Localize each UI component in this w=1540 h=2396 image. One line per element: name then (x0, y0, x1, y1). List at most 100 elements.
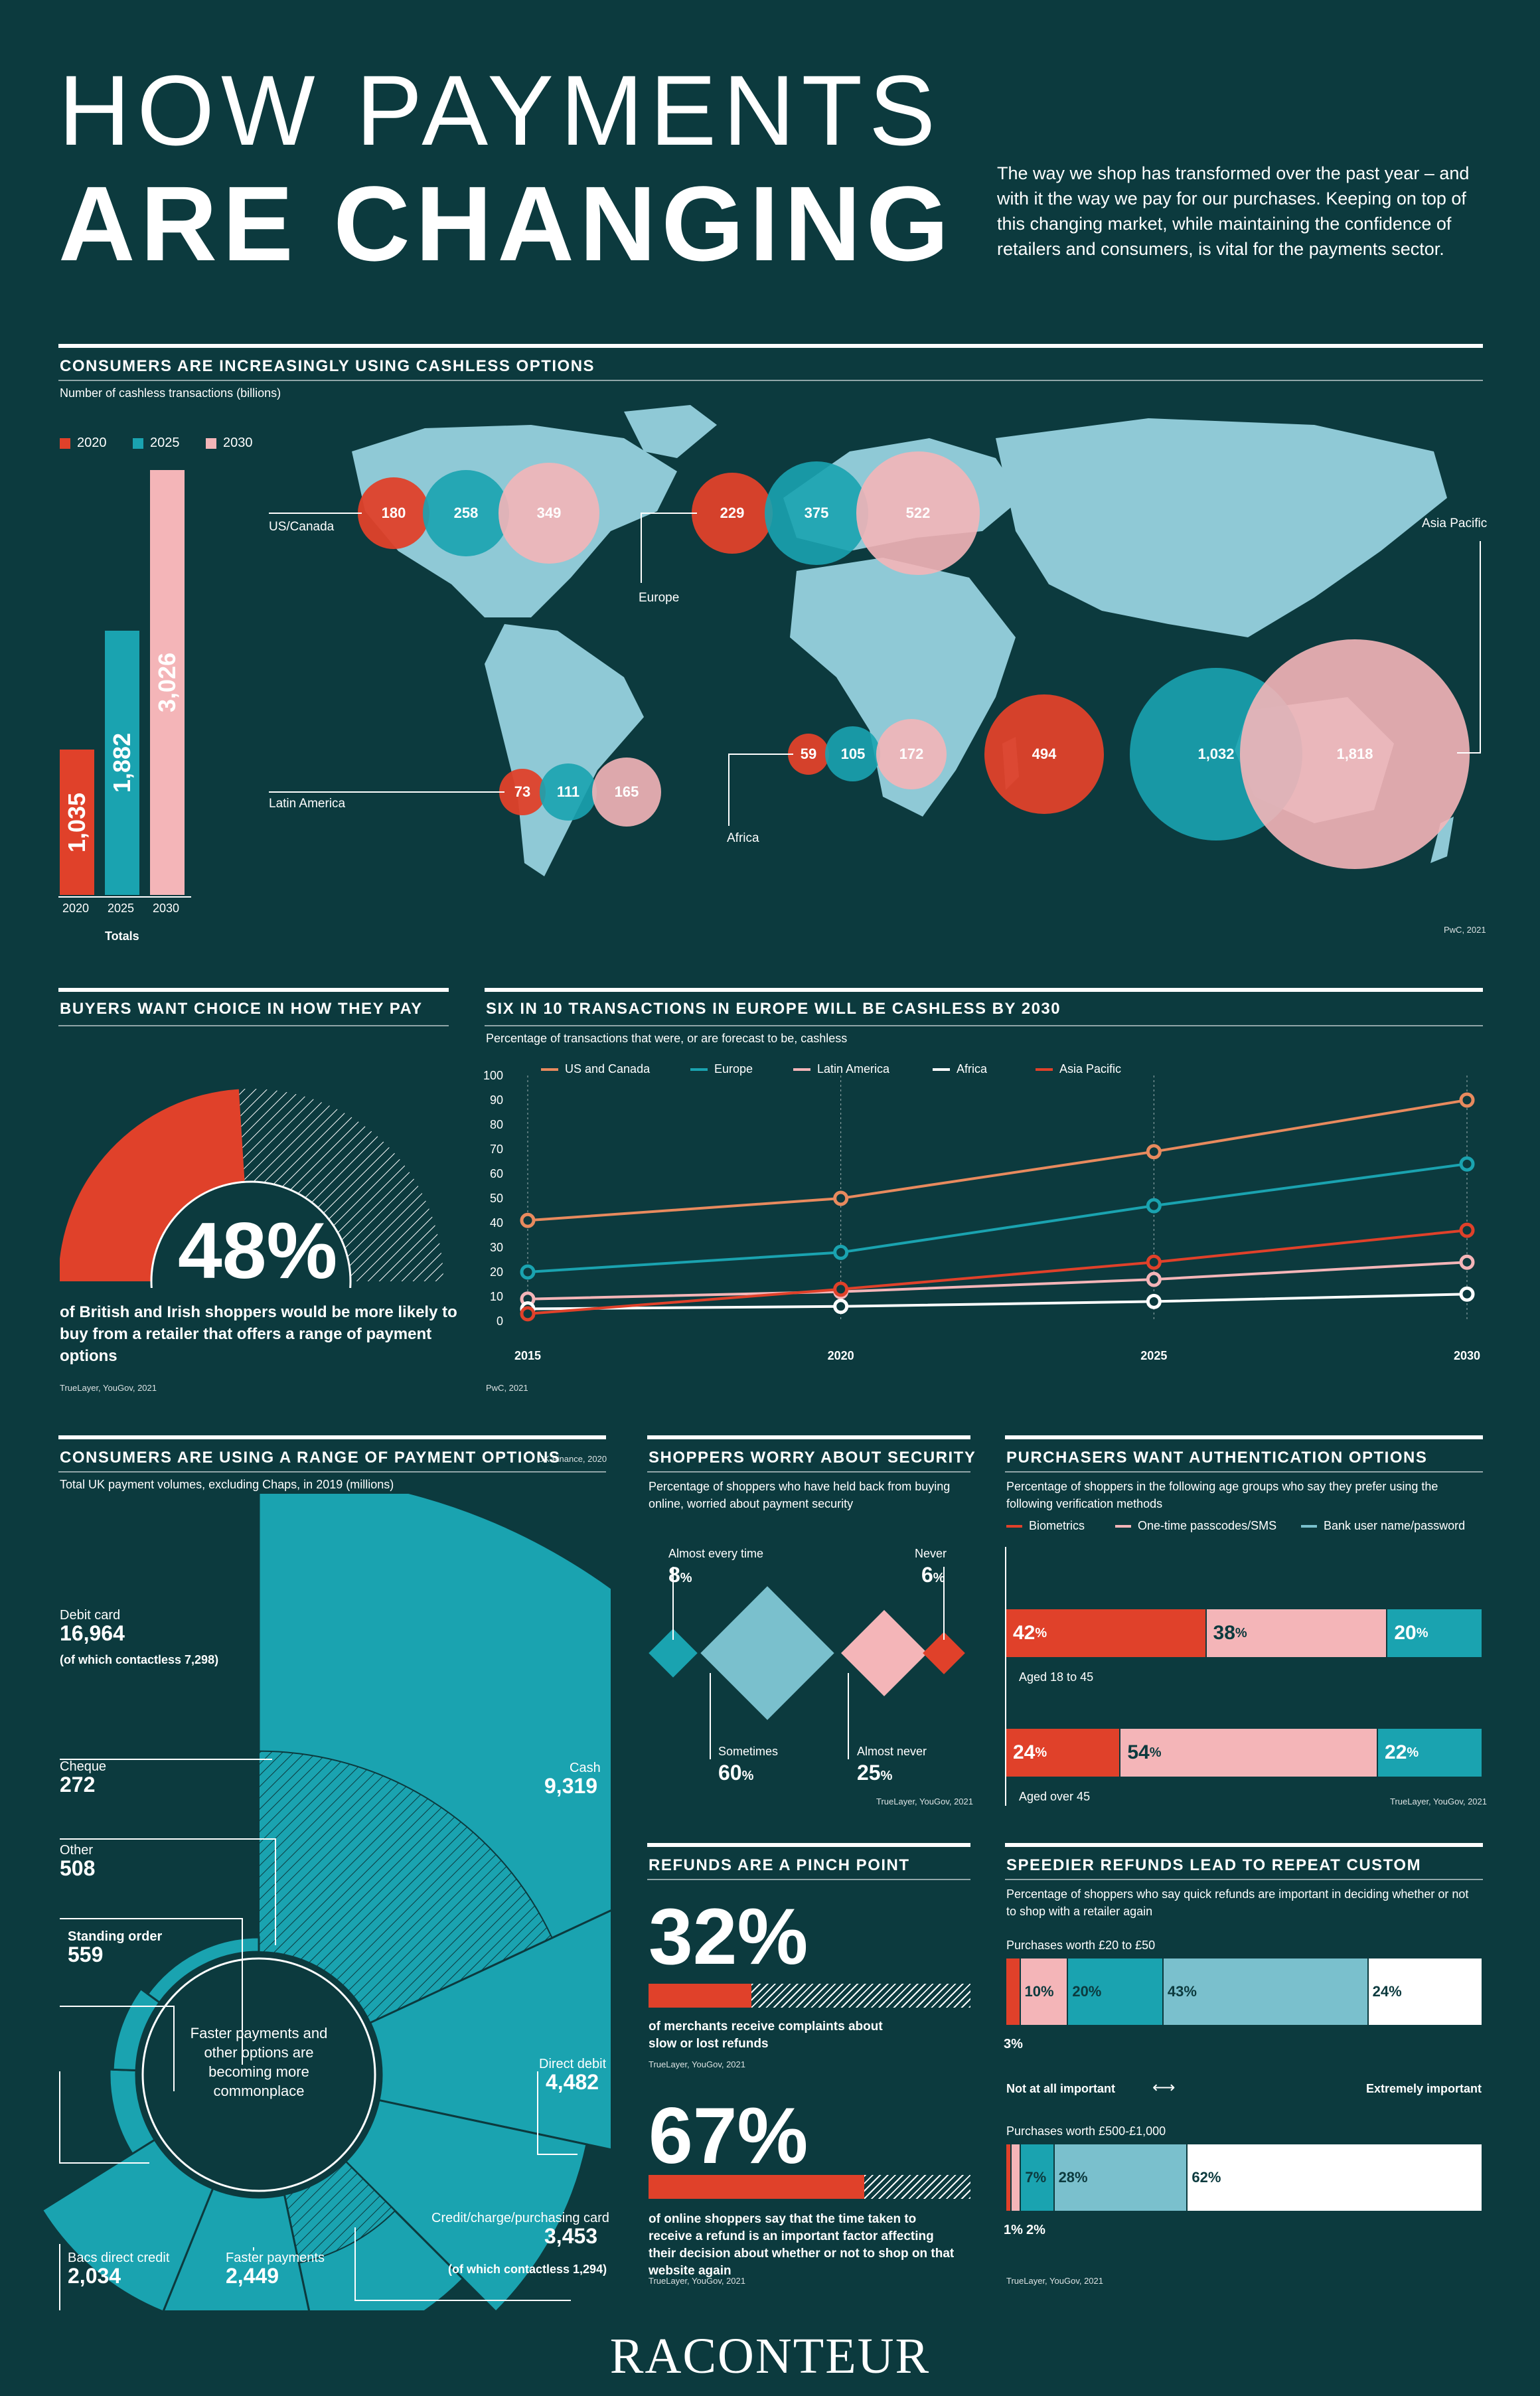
legend-2020: 2020 (60, 436, 107, 451)
rose-leader-line (60, 2006, 175, 2091)
line-chart-title: SIX IN 10 TRANSACTIONS IN EUROPE WILL BE… (486, 1000, 1061, 1018)
speedier-group-label-1: Purchases worth £20 to £50 (1006, 1939, 1156, 1952)
section-thin-rule (58, 380, 1483, 381)
speedier-scale-left: Not at all important (1006, 2082, 1116, 2095)
legend-2030: 2030 (206, 436, 253, 451)
rose-segment-bacs-direct-credit (40, 2138, 214, 2310)
rose-segment-cheque (146, 1936, 260, 2004)
series-line (527, 1162, 1468, 1273)
section-rule (1005, 1435, 1483, 1439)
legend-swatch (933, 1068, 950, 1072)
series-line (527, 1261, 1468, 1301)
auth-segment-value: 54 (1127, 1741, 1150, 1763)
series-point (833, 1244, 849, 1260)
debit-card-note: (of which contactless 7,298) (60, 1653, 219, 1666)
auth-segment-biometrics: 42% (1006, 1609, 1207, 1657)
bubble-us-canada-2030: 349 (499, 463, 599, 564)
series-point (1459, 1286, 1475, 1302)
rose-leader-line (537, 2071, 578, 2155)
map-asia (996, 418, 1447, 637)
region-label-latin-america: Latin America (269, 797, 346, 811)
series-point (1459, 1156, 1475, 1172)
direct-debit-value: 4,482 (546, 2070, 599, 2094)
x-tick-label: 2025 (1140, 1349, 1167, 1362)
auth-segment-value: 42 (1013, 1622, 1036, 1644)
security-label-almost-every-time: Almost every time (668, 1547, 764, 1560)
auth-segment-one-time-passcodes-sms: 38% (1206, 1609, 1388, 1657)
series-point (1146, 1144, 1162, 1160)
line-chart-source: PwC, 2021 (486, 1383, 528, 1393)
credit-card-value: 3,453 (544, 2224, 598, 2248)
speedier-scale-right: Extremely important (1366, 2082, 1482, 2095)
speedier-segment: 24% (1368, 1958, 1483, 2025)
auth-stacked-bar: 42% 38% 20% (1006, 1609, 1483, 1657)
choice-text: of British and Irish shoppers would be m… (60, 1303, 457, 1365)
security-title: SHOPPERS WORRY ABOUT SECURITY (649, 1449, 976, 1467)
security-diamond-almost-every-time (649, 1629, 698, 1678)
auth-group-label-1: Aged 18 to 45 (1019, 1670, 1094, 1684)
series-point (1459, 1092, 1475, 1108)
region-label-europe: Europe (639, 591, 680, 605)
auth-legend-password: Bank user name/password (1301, 1519, 1465, 1533)
rose-leader-line (59, 2071, 149, 2164)
line-legend-item: Latin America (793, 1062, 889, 1076)
refund-2-bar-fill (649, 2175, 864, 2199)
speedier-segment (1012, 2144, 1022, 2211)
refund-1-source: TrueLayer, YouGov, 2021 (649, 2059, 745, 2069)
debit-card-label: Debit card (60, 1608, 121, 1623)
speedier-source: TrueLayer, YouGov, 2021 (1006, 2276, 1103, 2286)
legend-label: Africa (957, 1062, 988, 1076)
auth-legend-sms: One-time passcodes/SMS (1115, 1519, 1276, 1533)
bubble-asia-pacific-2020: 494 (984, 694, 1104, 814)
total-bar-category: 2030 (153, 902, 180, 915)
section-thin-rule (58, 1471, 606, 1473)
bubble-latin-america-2030: 165 (591, 757, 661, 827)
refund-1-text: of merchants receive complaints about sl… (649, 2020, 883, 2051)
bubble-europe-2030: 522 (856, 451, 980, 575)
line-legend-item: Asia Pacific (1036, 1062, 1121, 1076)
options-source: UK Finance, 2020 (538, 1454, 607, 1464)
section-thin-rule (485, 1025, 1483, 1026)
security-diamond-almost-never (841, 1610, 927, 1696)
rose-leader-line (60, 1918, 243, 2065)
series-point (833, 1281, 849, 1297)
security-label-almost-never: Almost never (857, 1745, 927, 1758)
auth-segment-bank-user-name-password: 22% (1378, 1729, 1483, 1777)
section-thin-rule (1005, 1879, 1483, 1880)
bubble-europe-2025: 375 (764, 461, 869, 566)
rose-segment-faster-payments (162, 2187, 310, 2310)
section-rule (58, 344, 1483, 348)
speedier-small-label: 3% (1004, 2037, 1023, 2051)
options-title: CONSUMERS ARE USING A RANGE OF PAYMENT O… (60, 1449, 561, 1467)
speedier-stacked-bar: 10% 20% 43% 24% (1006, 1958, 1483, 2025)
x-tick-label: 2030 (1454, 1349, 1480, 1362)
rose-leader-line (354, 2227, 571, 2301)
map-greenland (624, 405, 717, 458)
bubble-africa-2030: 172 (876, 718, 947, 790)
section-rule (1005, 1843, 1483, 1847)
series-point (520, 1306, 536, 1322)
auth-subtitle: Percentage of shoppers in the following … (1006, 1480, 1438, 1510)
legend-label: US and Canada (565, 1062, 651, 1076)
x-tick-label: 2015 (514, 1349, 541, 1362)
series-point (1146, 1198, 1162, 1214)
section-thin-rule (647, 1471, 970, 1473)
page-title-line2: ARE CHANGING (58, 164, 955, 283)
legend-label: Europe (714, 1062, 753, 1076)
rose-segment-other (112, 1987, 161, 2072)
security-value-never: 6% (921, 1563, 945, 1587)
auth-segment-value: 20 (1394, 1622, 1417, 1644)
speedier-subtitle: Percentage of shoppers who say quick ref… (1006, 1887, 1469, 1918)
cash-value: 9,319 (544, 1774, 598, 1798)
section-rule (58, 1435, 606, 1439)
rose-center-text: Faster payments and other options are be… (190, 2025, 328, 2099)
y-tick-label: 20 (490, 1265, 503, 1279)
auth-segment-unit: % (1035, 1745, 1047, 1760)
bubble-asia-pacific-2030: 1,818 (1240, 639, 1470, 869)
totals-label: Totals (105, 929, 139, 943)
credit-card-label: Credit/charge/purchasing card (431, 2211, 609, 2225)
map-africa (790, 558, 1016, 817)
bacs-label: Bacs direct credit (68, 2251, 170, 2265)
x-tick-label: 2020 (828, 1349, 854, 1362)
choice-semicircle-chart (60, 1089, 443, 1288)
